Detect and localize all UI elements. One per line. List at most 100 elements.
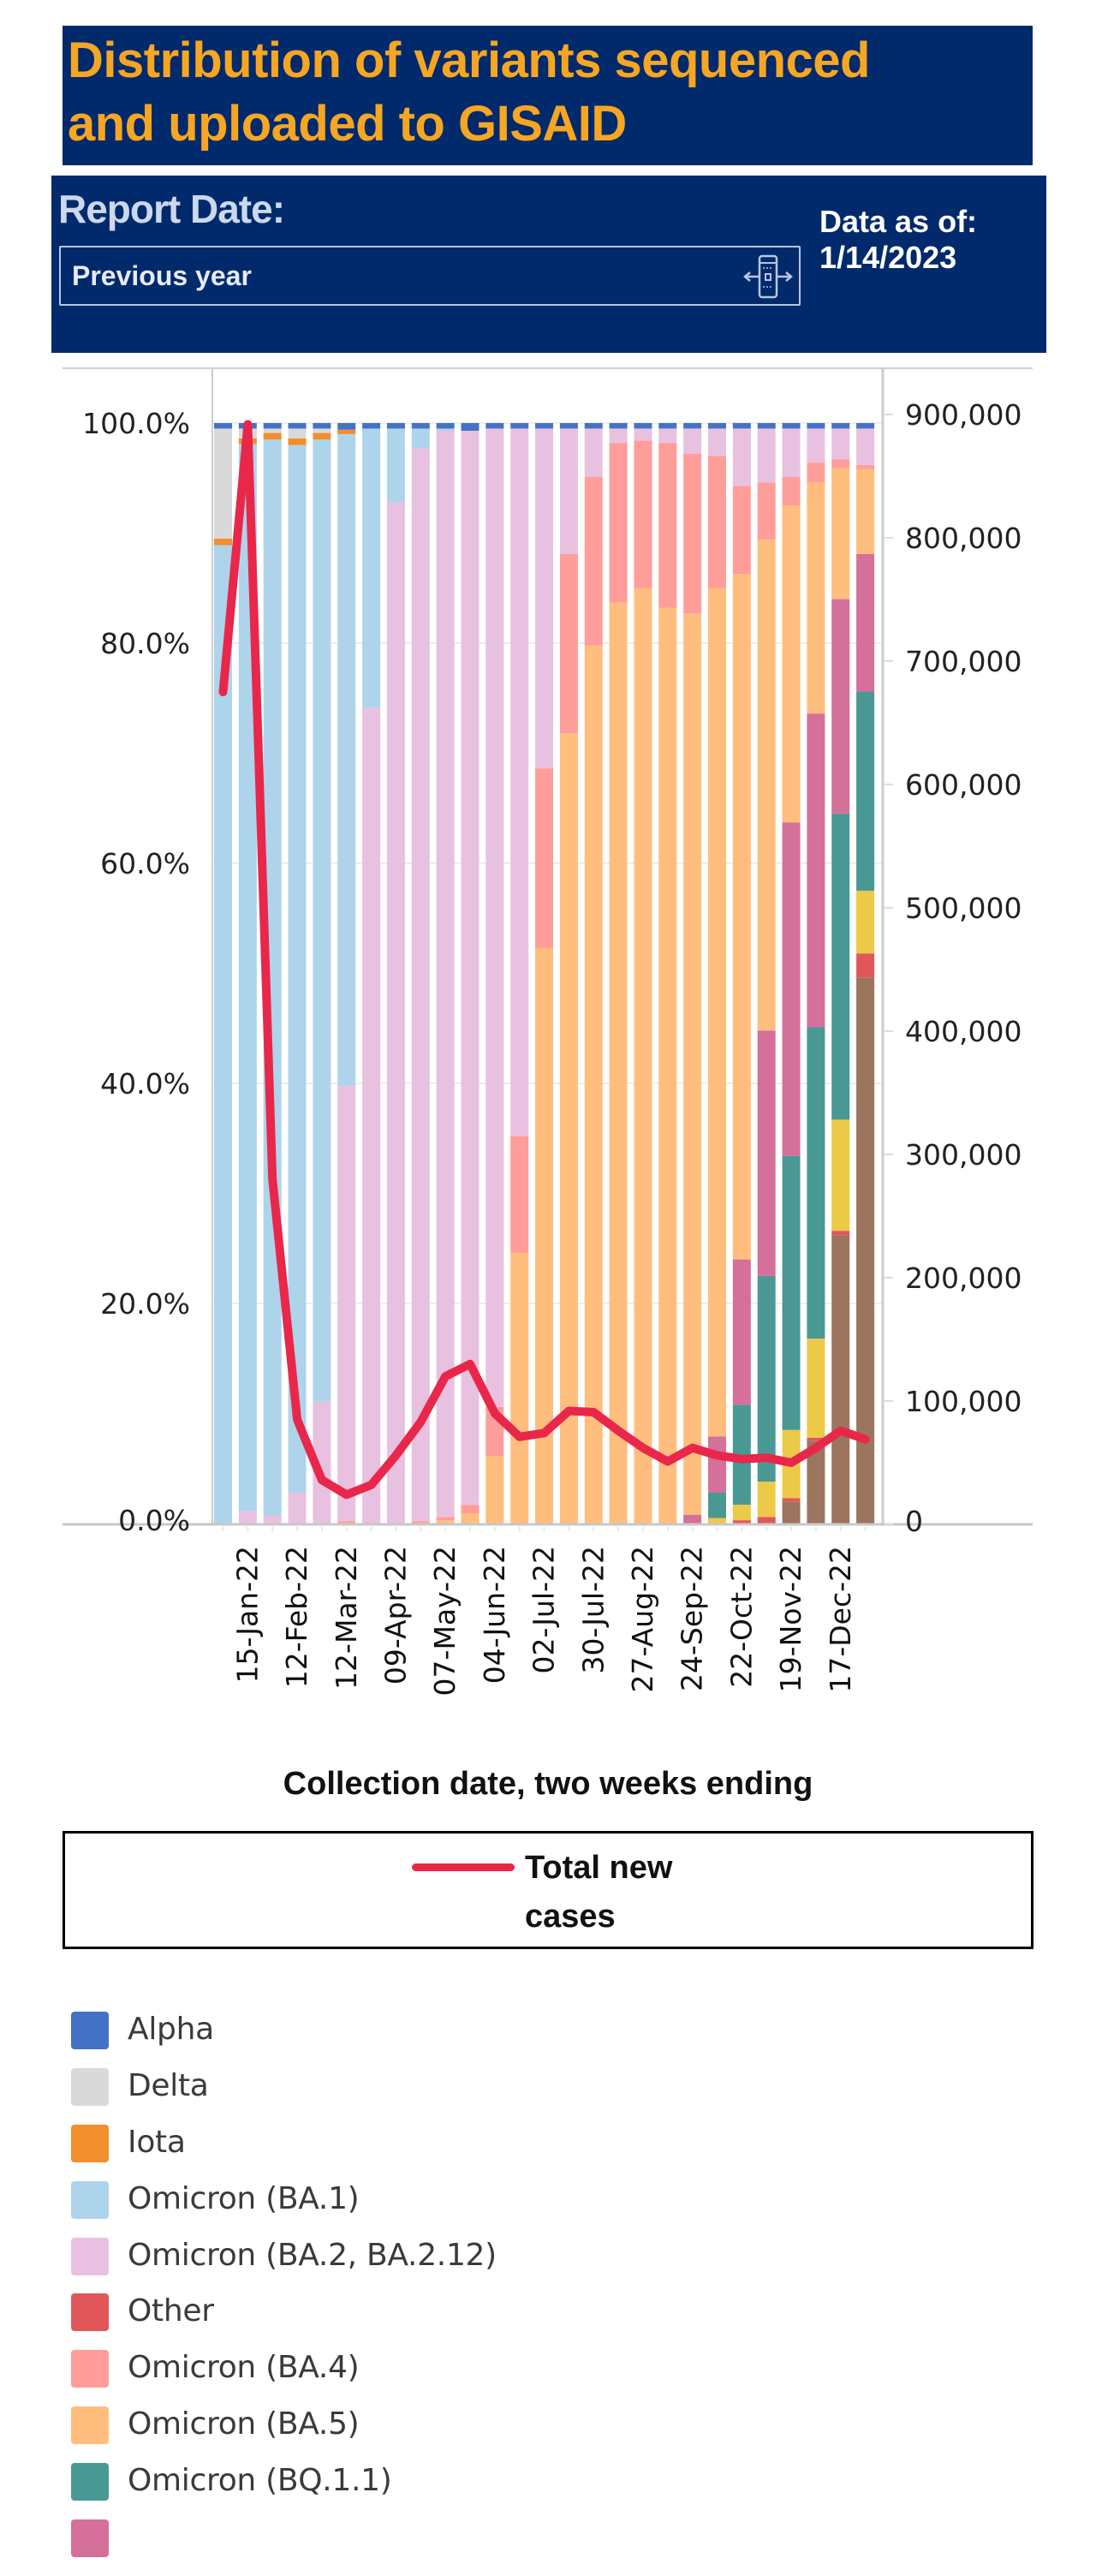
- bar-segment: [732, 574, 751, 1260]
- line-point: [615, 1427, 622, 1434]
- line-point: [244, 420, 252, 428]
- report-date-select[interactable]: Previous year: [59, 246, 801, 306]
- bar-stack: [757, 423, 776, 1524]
- bar-stack: [214, 423, 232, 1524]
- legend-item[interactable]: Omicron (BA.1): [71, 2180, 670, 2238]
- bar-stack: [708, 423, 726, 1524]
- bar-segment: [658, 428, 677, 444]
- title-banner: Distribution of variants sequenced and u…: [63, 26, 1033, 165]
- legend-item[interactable]: Alpha: [71, 2012, 670, 2068]
- line-point: [837, 1427, 844, 1434]
- bar-segment: [313, 439, 331, 1402]
- legend-item[interactable]: Other: [71, 2293, 670, 2350]
- bar-segment: [535, 947, 554, 1524]
- line-point: [491, 1410, 498, 1417]
- bar-segment: [386, 502, 405, 1524]
- legend-label: Omicron (BA.5): [128, 2406, 360, 2442]
- right-tick-label: 200,000: [905, 1261, 1022, 1295]
- bar-segment: [634, 440, 652, 588]
- bar-segment: [757, 1517, 776, 1524]
- bar-segment: [732, 1259, 751, 1405]
- line-point: [861, 1435, 869, 1443]
- line-point: [515, 1433, 523, 1440]
- legend-item[interactable]: Omicron (BA.4): [71, 2350, 670, 2406]
- bar-segment: [214, 538, 232, 546]
- legend-item[interactable]: Iota: [71, 2124, 670, 2181]
- bar-stack: [609, 423, 628, 1524]
- line-point: [688, 1444, 696, 1452]
- x-tick-label: 04-Jun-22: [478, 1546, 511, 1684]
- bar-segment: [584, 645, 603, 1524]
- line-point: [442, 1373, 450, 1380]
- bar-stack: [386, 423, 405, 1524]
- x-axis-ticks: 15-Jan-22 12-Feb-22 12-Mar-22 09-Apr-22 07-M…: [222, 1527, 867, 1696]
- bar-segment: [831, 1235, 850, 1524]
- bar-segment: [288, 1493, 307, 1524]
- line-point: [219, 689, 227, 695]
- bar-segment: [807, 462, 825, 483]
- bar-segment: [658, 607, 677, 1524]
- range-slider-icon[interactable]: [742, 253, 794, 301]
- right-axis-ticks: 0 100,000 200,000 300,000 400,000 500,000 600,…: [885, 398, 1022, 1538]
- bar-segment: [856, 428, 875, 465]
- bar-segment: [683, 423, 702, 429]
- bar-segment: [288, 438, 307, 445]
- line-point: [565, 1407, 573, 1415]
- x-axis-title: Collection date, two weeks ending: [283, 1766, 813, 1802]
- x-tick-label: 27-Aug-22: [626, 1546, 659, 1693]
- bar-segment: [362, 707, 381, 1524]
- bar-segment: [708, 456, 726, 588]
- line-point: [269, 1175, 277, 1183]
- bar-segment: [510, 1136, 529, 1253]
- legend-item[interactable]: Omicron (BQ.1.1): [71, 2463, 670, 2519]
- report-date-label: Report Date:: [58, 187, 285, 231]
- bar-stack: [807, 423, 825, 1524]
- bar-stack: [436, 423, 455, 1524]
- bar-stack: [362, 423, 381, 1524]
- bar-segment: [782, 428, 801, 477]
- right-tick-label: 400,000: [905, 1015, 1022, 1048]
- bar-segment: [411, 448, 430, 1522]
- legend-item[interactable]: Omicron (BA.5): [71, 2406, 670, 2463]
- bar-segment: [807, 423, 825, 429]
- bar-segment: [856, 553, 875, 692]
- right-tick-label: 0: [905, 1505, 923, 1538]
- bar-segment: [288, 428, 307, 438]
- x-tick-label: 17-Dec-22: [824, 1546, 857, 1693]
- right-tick-label: 700,000: [905, 645, 1022, 678]
- legend-item[interactable]: Omicron (BA.2, BA.2.12): [71, 2237, 670, 2294]
- bar-segment: [337, 433, 356, 1086]
- bar-segment: [485, 423, 504, 429]
- bar-segment: [831, 459, 850, 468]
- bar-segment: [757, 540, 776, 1031]
- line-legend-swatch: [412, 1863, 515, 1871]
- right-tick-label: 800,000: [905, 522, 1022, 555]
- bar-segment: [214, 428, 232, 539]
- bar-segment: [559, 553, 578, 734]
- bar-segment: [337, 423, 356, 430]
- bar-segment: [263, 1516, 282, 1524]
- bar-segment: [831, 468, 850, 599]
- bar-segment: [510, 1252, 529, 1524]
- bar-segment: [732, 428, 751, 486]
- bar-segment: [559, 428, 578, 554]
- bar-segment: [807, 1440, 825, 1524]
- bar-segment: [609, 428, 628, 444]
- bar-stack: [782, 423, 801, 1524]
- line-legend-label-line-1: Total new: [525, 1850, 673, 1886]
- x-tick-label: 07-May-22: [428, 1546, 462, 1696]
- line-legend-label: Total new cases: [525, 1844, 713, 1941]
- bar-segment: [411, 428, 430, 449]
- legend-swatch: [71, 2406, 109, 2445]
- legend-item[interactable]: [71, 2519, 670, 2576]
- x-tick-label: 30-Jul-22: [576, 1546, 610, 1673]
- total-new-cases-points: [219, 420, 869, 1499]
- right-tick-label: 900,000: [905, 398, 1022, 432]
- bar-segment: [683, 613, 702, 1515]
- line-point: [367, 1481, 375, 1488]
- legend-item[interactable]: Delta: [71, 2067, 670, 2125]
- bar-segment: [782, 505, 801, 823]
- bar-segment: [757, 428, 776, 483]
- legend-label: Delta: [128, 2067, 209, 2103]
- line-point: [294, 1416, 301, 1423]
